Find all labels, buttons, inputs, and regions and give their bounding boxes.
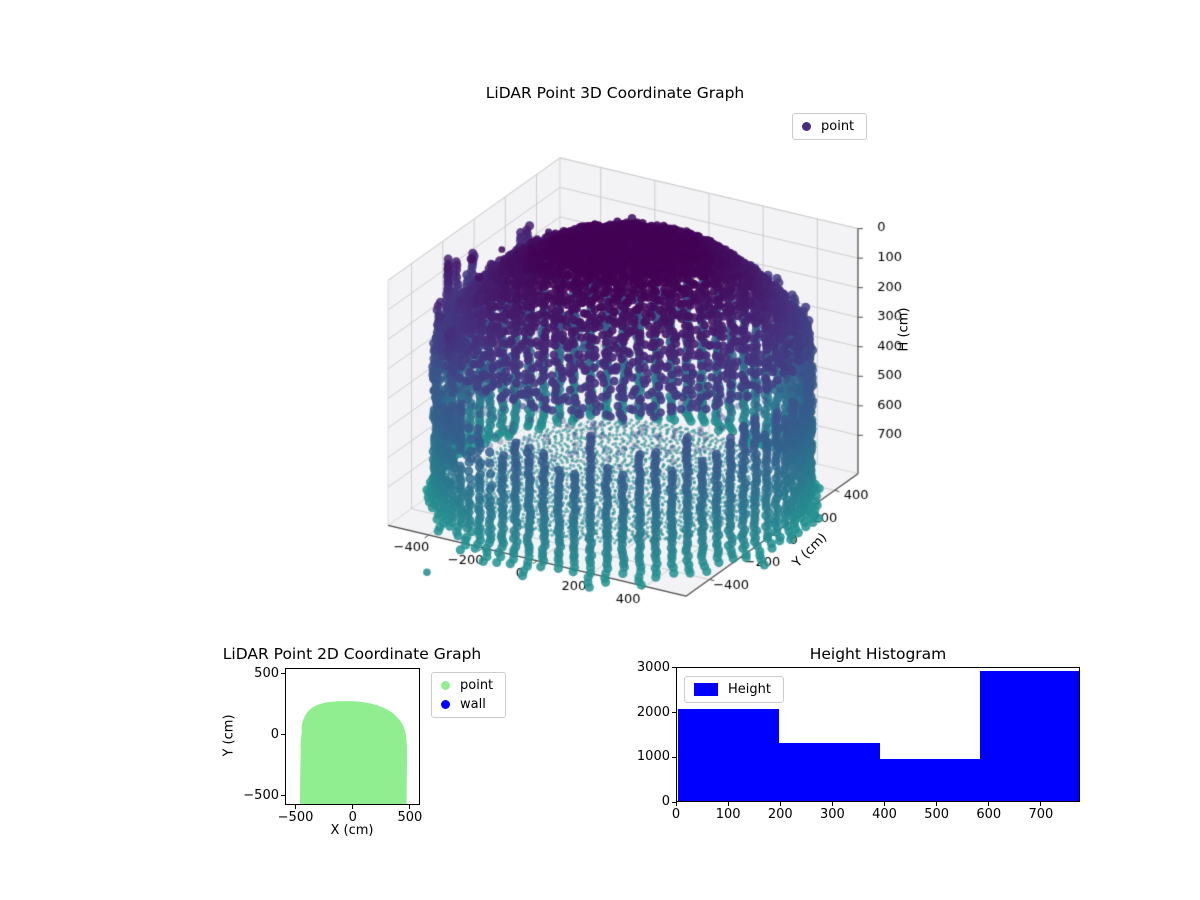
height-patch-icon	[694, 683, 718, 696]
legend-item-point: point	[441, 678, 496, 693]
lidar-3d-plot-canvas	[280, 110, 960, 670]
legend-label: point	[460, 678, 494, 693]
tick-label: 0	[270, 726, 279, 742]
tick-label: 0	[348, 810, 357, 825]
height-histogram-plot-area	[676, 667, 1080, 802]
tick-label: 0	[671, 807, 681, 822]
tick-mark	[281, 795, 285, 797]
tick-label: 2000	[636, 704, 670, 720]
tick-mark	[936, 802, 938, 806]
tick-label: 200	[767, 807, 793, 822]
tick-mark	[672, 667, 676, 669]
tick-mark	[727, 802, 729, 806]
point-blob	[300, 701, 408, 804]
histogram-legend: Height	[684, 676, 784, 703]
tick-label: 500	[924, 807, 950, 822]
tick-label: 100	[715, 807, 741, 822]
histogram-bar	[778, 743, 880, 801]
tick-mark	[352, 805, 354, 809]
tick-mark	[281, 673, 285, 675]
legend-item-height: Height	[694, 682, 774, 697]
tick-label: 400	[872, 807, 897, 822]
lidar-2d-plot-area	[285, 668, 420, 805]
tick-mark	[884, 802, 886, 806]
plot3d-title: LiDAR Point 3D Coordinate Graph	[485, 84, 745, 102]
tick-label: 300	[819, 807, 845, 822]
tick-mark	[295, 805, 297, 809]
tick-mark	[281, 734, 285, 736]
tick-mark	[831, 802, 833, 806]
tick-label: −500	[277, 810, 314, 825]
tick-label: −500	[243, 787, 279, 803]
tick-label: 3000	[636, 659, 670, 675]
legend-item-point: point	[802, 119, 857, 134]
plot2d-title: LiDAR Point 2D Coordinate Graph	[222, 645, 482, 663]
histogram-title: Height Histogram	[809, 645, 947, 663]
plot2d-x-axis-label: X (cm)	[330, 823, 374, 838]
wall-marker-icon	[441, 700, 450, 709]
histogram-bar	[678, 709, 779, 801]
tick-label: 700	[1028, 807, 1054, 822]
plot3d-legend: point	[792, 113, 868, 140]
tick-label: 500	[254, 665, 279, 681]
legend-label: wall	[460, 697, 486, 712]
tick-mark	[672, 801, 676, 803]
point-marker-icon	[802, 122, 811, 131]
tick-label: 600	[976, 807, 1002, 822]
tick-label: 500	[397, 810, 423, 825]
legend-label: Height	[728, 682, 771, 697]
tick-mark	[672, 756, 676, 758]
plot2d-legend: point wall	[431, 672, 507, 718]
histogram-bar	[879, 758, 981, 801]
tick-label: 1000	[636, 749, 670, 765]
tick-mark	[409, 805, 411, 809]
histogram-bar	[980, 671, 1079, 801]
tick-mark	[779, 802, 781, 806]
tick-mark	[988, 802, 990, 806]
point-cloud-2d	[300, 701, 408, 804]
tick-mark	[675, 802, 677, 806]
tick-mark	[1040, 802, 1042, 806]
plot3d-h-axis-label: H (cm)	[896, 307, 912, 352]
tick-label: 0	[661, 794, 670, 809]
legend-item-wall: wall	[441, 697, 496, 712]
tick-mark	[672, 712, 676, 714]
legend-label: point	[821, 119, 855, 134]
point-marker-icon	[441, 681, 450, 690]
